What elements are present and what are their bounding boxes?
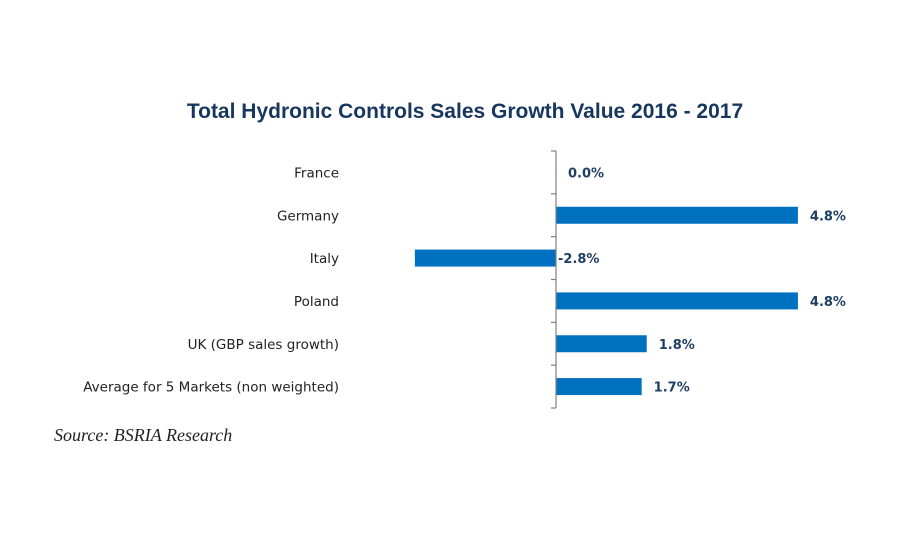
bars-layer: [414, 206, 798, 396]
category-label: Italy: [310, 251, 339, 267]
value-label: 1.7%: [654, 381, 690, 396]
chart-title: Total Hydronic Controls Sales Growth Val…: [186, 100, 744, 123]
value-label: 4.8%: [810, 295, 846, 310]
category-label: Average for 5 Markets (non weighted): [83, 380, 339, 396]
bar-average-for-5-markets-non-weighted: [556, 378, 642, 396]
value-label: 0.0%: [568, 166, 604, 181]
value-label: 4.8%: [810, 209, 846, 224]
value-label: 1.8%: [659, 338, 695, 353]
category-axis: [551, 150, 557, 409]
bar-germany: [556, 206, 798, 224]
bar-poland: [556, 292, 798, 310]
labels-layer: France 0.0% Germany 4.8% Italy -2.8% Poland 4.8…: [83, 165, 846, 395]
bar-italy: [414, 249, 556, 267]
source-note: Source: BSRIA Research: [54, 425, 233, 445]
value-label: -2.8%: [558, 252, 599, 267]
category-label: Germany: [277, 208, 339, 224]
category-label: France: [294, 165, 339, 181]
category-label: UK (GBP sales growth): [188, 337, 339, 353]
category-label: Poland: [294, 294, 339, 310]
bar-uk-gbp-sales-growth: [556, 335, 647, 353]
